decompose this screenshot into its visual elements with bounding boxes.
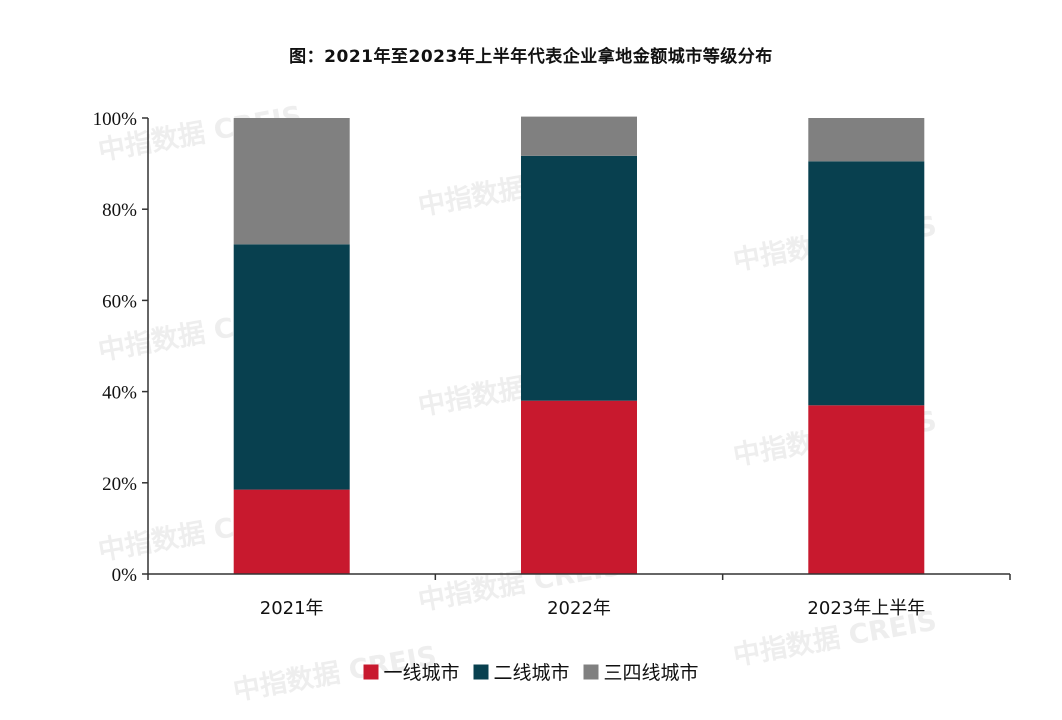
y-tick-label: 60% <box>102 291 137 312</box>
legend-swatch-0 <box>363 664 379 680</box>
bar-segment-1-1 <box>521 155 637 401</box>
legend-swatch-2 <box>583 664 599 680</box>
bar-segment-2-2 <box>808 118 925 162</box>
legend: 一线城市 二线城市 三四线城市 <box>363 662 699 684</box>
x-category-label: 2023年上半年 <box>807 598 925 619</box>
chart-title: 图：2021年至2023年上半年代表企业拿地金额城市等级分布 <box>289 47 773 67</box>
bar-segment-0-2 <box>808 405 925 574</box>
y-tick-label: 80% <box>102 200 137 221</box>
x-category-label: 2021年 <box>260 598 324 619</box>
legend-label-0: 一线城市 <box>384 662 460 684</box>
bar-segment-2-1 <box>521 116 637 156</box>
legend-swatch-1 <box>473 664 489 680</box>
x-category-label: 2022年 <box>547 598 611 619</box>
bars-layer <box>233 116 925 574</box>
legend-label-2: 三四线城市 <box>604 662 699 684</box>
bar-segment-0-0 <box>233 489 350 574</box>
axes-layer: 0% 20% 40% 60% 80% 100% 2021年 2022年 2023年上半年 <box>93 109 1011 619</box>
bar-segment-2-0 <box>233 118 350 245</box>
bar-segment-1-2 <box>808 161 925 406</box>
bar-segment-0-1 <box>521 400 637 574</box>
y-tick-label: 0% <box>112 565 138 586</box>
bar-segment-1-0 <box>233 244 350 490</box>
y-tick-label: 40% <box>102 383 137 404</box>
legend-label-1: 二线城市 <box>494 662 570 684</box>
y-tick-label: 100% <box>93 109 138 130</box>
y-tick-label: 20% <box>102 474 137 495</box>
